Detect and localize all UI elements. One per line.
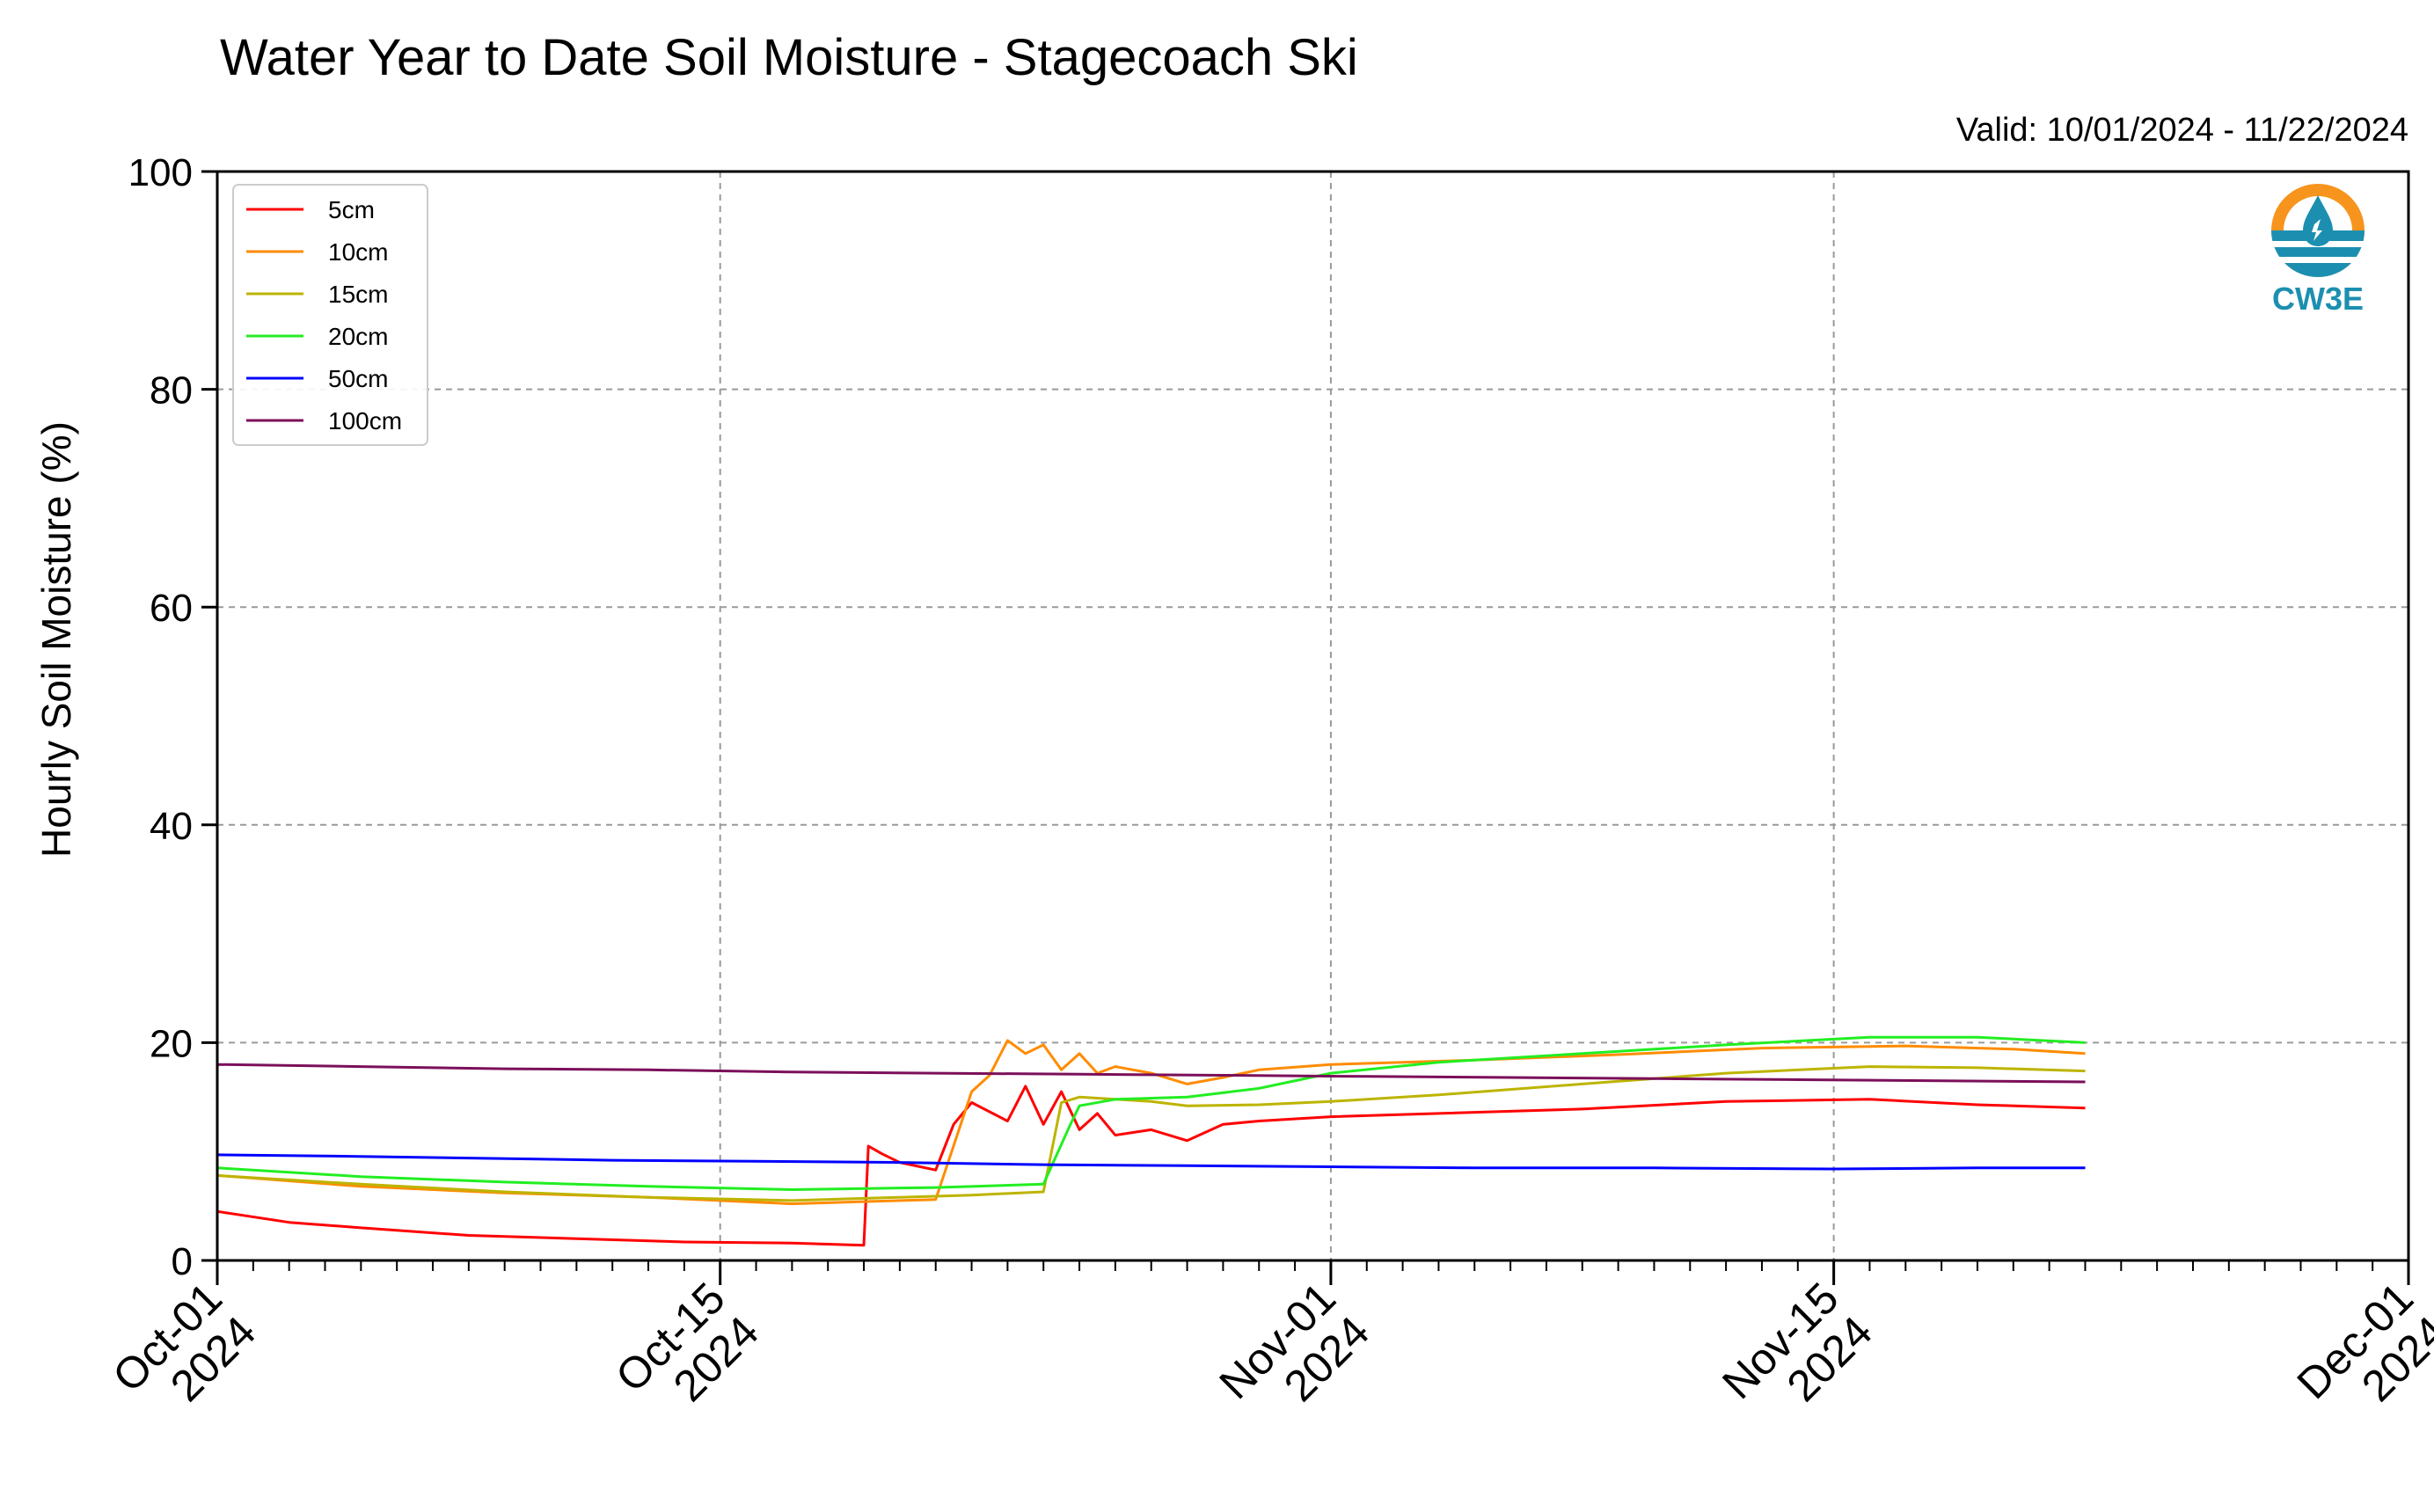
series-line-10cm — [216, 1039, 2086, 1206]
series-lines — [216, 1035, 2086, 1247]
y-tick-label: 80 — [150, 369, 193, 413]
legend-label: 50cm — [328, 365, 388, 392]
legend-frame — [232, 184, 428, 446]
y-tick-label: 0 — [172, 1240, 193, 1283]
y-axis-label: Hourly Soil Moisture (%) — [33, 421, 79, 858]
chart-title: Water Year to Date Soil Moisture - Stage… — [220, 29, 1358, 86]
series-line-100cm — [216, 1063, 2086, 1084]
y-tick-label: 60 — [150, 587, 193, 630]
logo-text: CW3E — [2272, 281, 2364, 317]
cw3e-drop-icon — [2271, 184, 2365, 277]
chart-subtitle: Valid: 10/01/2024 - 11/22/2024 — [1956, 112, 2408, 149]
plot-frame — [216, 170, 2410, 1262]
cw3e-logo: CW3E — [2271, 184, 2365, 317]
legend-label: 100cm — [328, 407, 402, 435]
grid-lines — [217, 172, 2408, 1260]
legend-label: 20cm — [328, 323, 388, 350]
series-line-20cm — [216, 1035, 2086, 1191]
series-line-5cm — [216, 1085, 2086, 1247]
y-tick-label: 20 — [150, 1022, 193, 1065]
legend-label: 15cm — [328, 281, 388, 308]
legend-label: 10cm — [328, 238, 388, 266]
legend-label: 5cm — [328, 196, 375, 223]
legend: 5cm 10cm 15cm 20cm 50cm 100cm — [232, 184, 428, 446]
y-tick-label: 40 — [150, 805, 193, 848]
series-line-50cm — [216, 1153, 2086, 1171]
y-tick-label: 100 — [128, 151, 193, 194]
series-line-15cm — [216, 1065, 2086, 1202]
